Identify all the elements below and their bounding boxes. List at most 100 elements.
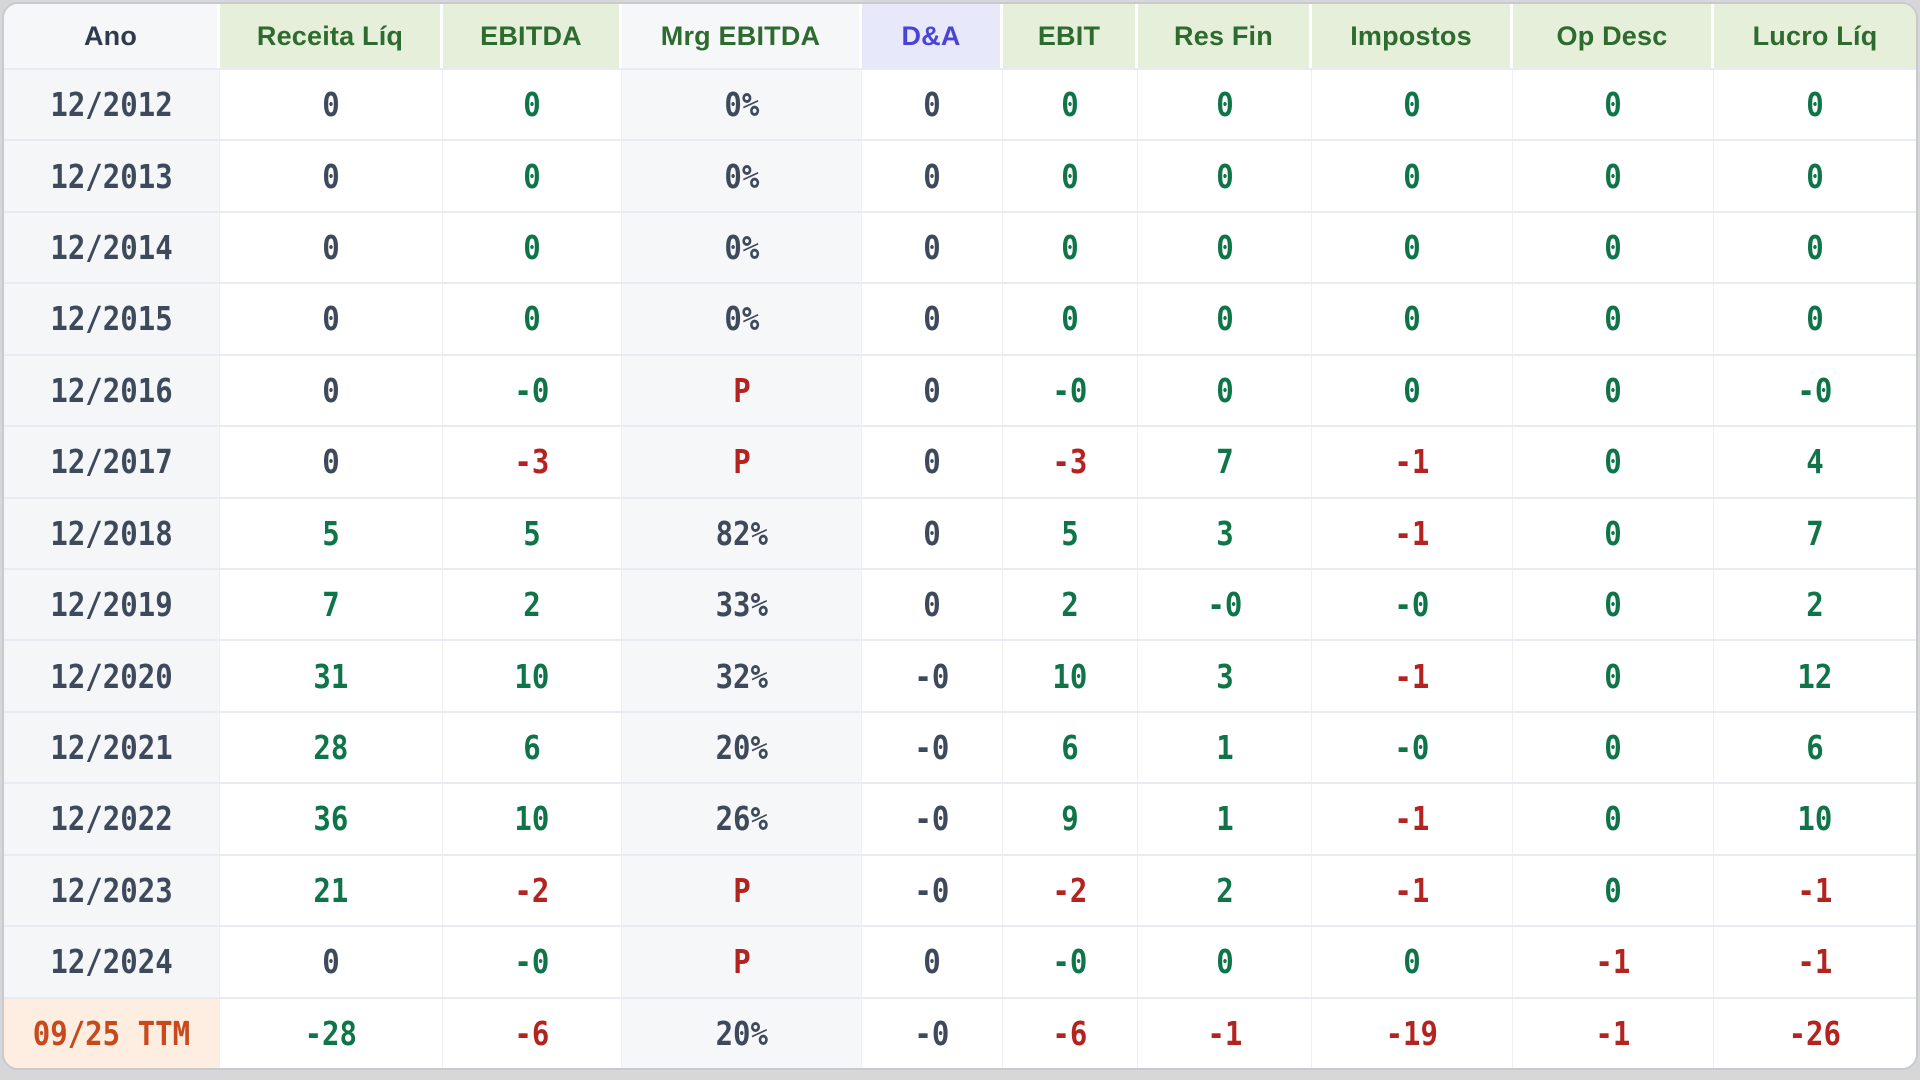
value-cell-impostos: 0 (1312, 212, 1513, 283)
value-cell-mrg: P (622, 927, 862, 997)
value-text: 0 (1403, 299, 1421, 339)
value-text: 0 (322, 228, 340, 268)
value-cell-ebitda: 0 (443, 212, 622, 283)
value-text: -1 (1595, 942, 1631, 982)
value-cell-opdesc: 0 (1513, 355, 1714, 426)
value-text: 12 (1797, 656, 1833, 696)
value-cell-ebit: 0 (1003, 70, 1138, 140)
value-text: 6 (1806, 728, 1824, 768)
table-row: 12/2024 0 -0 P 0 -0 0 0 -1 -1 (4, 925, 1916, 997)
value-cell-lucro: 0 (1714, 70, 1916, 140)
value-cell-resfin: 7 (1138, 427, 1312, 497)
value-text: -0 (514, 370, 550, 410)
value-cell-receita: 31 (220, 641, 443, 711)
value-text: 0 (1604, 656, 1622, 696)
value-cell-da: 0 (862, 570, 1003, 640)
value-text: 0 (322, 299, 340, 339)
year-cell: 12/2021 (4, 712, 220, 783)
year-label: 12/2018 (50, 513, 173, 553)
column-header-receita: Receita Líq (220, 4, 443, 68)
value-cell-impostos: -0 (1312, 712, 1513, 783)
table-row: 09/25 TTM -28 -6 20% -0 -6 -1 -19 -1 -26 (4, 996, 1916, 1068)
value-text: 10 (514, 656, 550, 696)
value-text: P (732, 942, 751, 982)
value-text: 31 (313, 656, 349, 696)
value-cell-ebitda: 0 (443, 70, 622, 140)
value-text: 0 (1604, 156, 1622, 196)
value-text: -0 (1394, 585, 1430, 625)
value-text: 0 (1806, 85, 1824, 125)
column-header-label: Impostos (1350, 20, 1472, 51)
year-cell: 12/2015 (4, 284, 220, 354)
value-cell-receita: -28 (220, 998, 443, 1068)
column-header-label: Lucro Líq (1752, 20, 1878, 51)
value-cell-ebitda: 6 (443, 712, 622, 783)
value-text: 10 (1797, 799, 1833, 839)
value-cell-receita: 5 (220, 498, 443, 568)
column-header-label: Ano (83, 20, 138, 51)
value-text: 0 (1604, 299, 1622, 339)
value-text: -6 (1052, 1013, 1088, 1053)
value-text: 0 (1806, 228, 1824, 268)
value-cell-impostos: -0 (1312, 570, 1513, 640)
value-text: 6 (1061, 728, 1079, 768)
value-cell-ebitda: -0 (443, 927, 622, 997)
value-text: 0 (1403, 370, 1421, 410)
value-text: 0 (1604, 870, 1622, 910)
table-row: 12/2016 0 -0 P 0 -0 0 0 0 -0 (4, 353, 1916, 426)
value-text: -26 (1788, 1013, 1842, 1053)
value-cell-receita: 0 (220, 355, 443, 426)
value-cell-impostos: -1 (1312, 784, 1513, 854)
value-cell-impostos: -1 (1312, 641, 1513, 711)
value-cell-receita: 0 (220, 141, 443, 211)
value-cell-ebitda: 0 (443, 284, 622, 354)
value-text: -1 (1207, 1013, 1242, 1053)
value-text: 0% (724, 228, 759, 268)
table-row: 12/2022 36 10 26% -0 9 1 -1 0 10 (4, 782, 1916, 854)
value-text: 0 (523, 228, 541, 268)
value-text: 0 (523, 299, 541, 339)
value-cell-resfin: 0 (1138, 212, 1312, 283)
value-text: -3 (1052, 442, 1088, 482)
value-cell-lucro: 0 (1714, 212, 1916, 283)
value-text: 0 (1215, 299, 1234, 339)
value-cell-da: 0 (862, 70, 1003, 140)
value-text: 2 (523, 585, 541, 625)
value-cell-da: -0 (862, 641, 1003, 711)
value-text: -0 (914, 656, 950, 696)
value-cell-ebit: 2 (1003, 570, 1138, 640)
value-text: 10 (1052, 656, 1088, 696)
value-text: 0 (1604, 799, 1622, 839)
value-cell-ebitda: -6 (443, 998, 622, 1068)
value-cell-mrg: 0% (622, 212, 862, 283)
value-text: 20% (715, 728, 768, 768)
value-cell-ebit: -2 (1003, 855, 1138, 926)
column-header-resfin: Res Fin (1138, 4, 1312, 68)
value-text: -1 (1394, 799, 1430, 839)
value-text: 0% (724, 299, 759, 339)
value-text: -1 (1394, 870, 1430, 910)
value-text: -28 (304, 1013, 358, 1053)
value-cell-opdesc: 0 (1513, 855, 1714, 926)
value-text: 26% (715, 799, 768, 839)
value-text: -0 (1207, 585, 1242, 625)
value-text: -0 (1052, 942, 1088, 982)
value-cell-mrg: P (622, 427, 862, 497)
column-header-impostos: Impostos (1312, 4, 1513, 68)
value-cell-da: -0 (862, 998, 1003, 1068)
value-cell-impostos: -1 (1312, 855, 1513, 926)
value-text: 2 (1061, 585, 1079, 625)
value-text: -0 (1394, 728, 1430, 768)
value-text: -0 (914, 1013, 950, 1053)
value-text: 0 (1403, 156, 1421, 196)
value-cell-receita: 0 (220, 212, 443, 283)
value-text: 0 (1403, 85, 1421, 125)
year-label: 12/2021 (50, 728, 173, 768)
year-cell: 12/2013 (4, 141, 220, 211)
value-cell-resfin: -1 (1138, 998, 1312, 1068)
value-text: -2 (1052, 870, 1088, 910)
column-header-label: Mrg EBITDA (660, 20, 821, 51)
value-text: -0 (1797, 370, 1833, 410)
value-cell-resfin: 0 (1138, 284, 1312, 354)
table-row: 12/2012 0 0 0% 0 0 0 0 0 0 (4, 68, 1916, 140)
